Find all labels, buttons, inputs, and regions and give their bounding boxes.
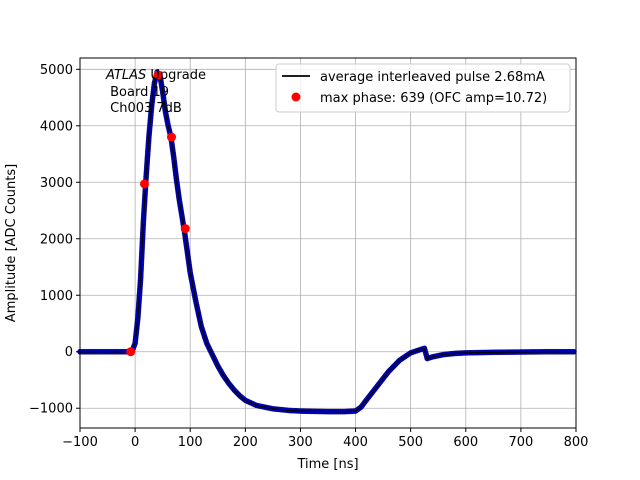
max-phase-points — [126, 70, 190, 357]
y-tick-label: 3000 — [40, 176, 73, 191]
x-tick-label: 700 — [508, 435, 533, 450]
max-phase-point — [153, 70, 163, 80]
legend-entry-max-phase: max phase: 639 (OFC amp=10.72) — [320, 91, 547, 106]
y-ticks: −1000 0 1000 2000 3000 4000 5000 — [29, 63, 80, 417]
atlas-annotation: ATLAS Upgrade Board 19 Ch003 7dB — [105, 68, 206, 116]
annotation-upgrade: Upgrade — [146, 68, 206, 83]
x-tick-label: 200 — [233, 435, 258, 450]
max-phase-point — [180, 224, 190, 234]
grid-vertical — [79, 58, 577, 428]
x-axis-label: Time [ns] — [296, 457, 358, 472]
legend-entry-average: average interleaved pulse 2.68mA — [320, 70, 545, 85]
y-tick-label: 2000 — [40, 232, 73, 247]
average-pulse-line — [80, 70, 576, 413]
annotation-board: Board 19 — [106, 85, 169, 100]
legend-marker-swatch — [291, 92, 301, 102]
max-phase-point — [139, 179, 149, 189]
x-tick-label: 500 — [398, 435, 423, 450]
y-tick-label: 1000 — [40, 289, 73, 304]
x-tick-label: 600 — [453, 435, 478, 450]
max-phase-point — [166, 132, 176, 142]
max-phase-point — [126, 347, 136, 357]
x-tick-label: 300 — [288, 435, 313, 450]
x-tick-label: 800 — [564, 435, 589, 450]
x-ticks: −100 0 100 200 300 400 500 600 700 800 — [62, 428, 588, 450]
y-tick-label: 5000 — [40, 63, 73, 78]
x-tick-label: 0 — [131, 435, 139, 450]
x-tick-label: 100 — [178, 435, 203, 450]
y-tick-label: −1000 — [29, 402, 73, 417]
annotation-channel: Ch003 7dB — [106, 101, 182, 116]
y-tick-label: 0 — [65, 345, 73, 360]
plot-frame — [79, 57, 577, 429]
plot-area — [80, 58, 576, 428]
legend-box — [275, 63, 571, 113]
svg-text:ATLAS Upgrade: ATLAS Upgrade — [105, 68, 206, 83]
annotation-atlas: ATLAS — [105, 68, 146, 83]
x-tick-label: 400 — [343, 435, 368, 450]
legend: average interleaved pulse 2.68mA max pha… — [275, 63, 571, 113]
x-tick-label: −100 — [62, 435, 98, 450]
y-tick-label: 4000 — [40, 119, 73, 134]
average-pulse — [80, 70, 576, 413]
y-axis-label: Amplitude [ADC Counts] — [4, 164, 19, 322]
